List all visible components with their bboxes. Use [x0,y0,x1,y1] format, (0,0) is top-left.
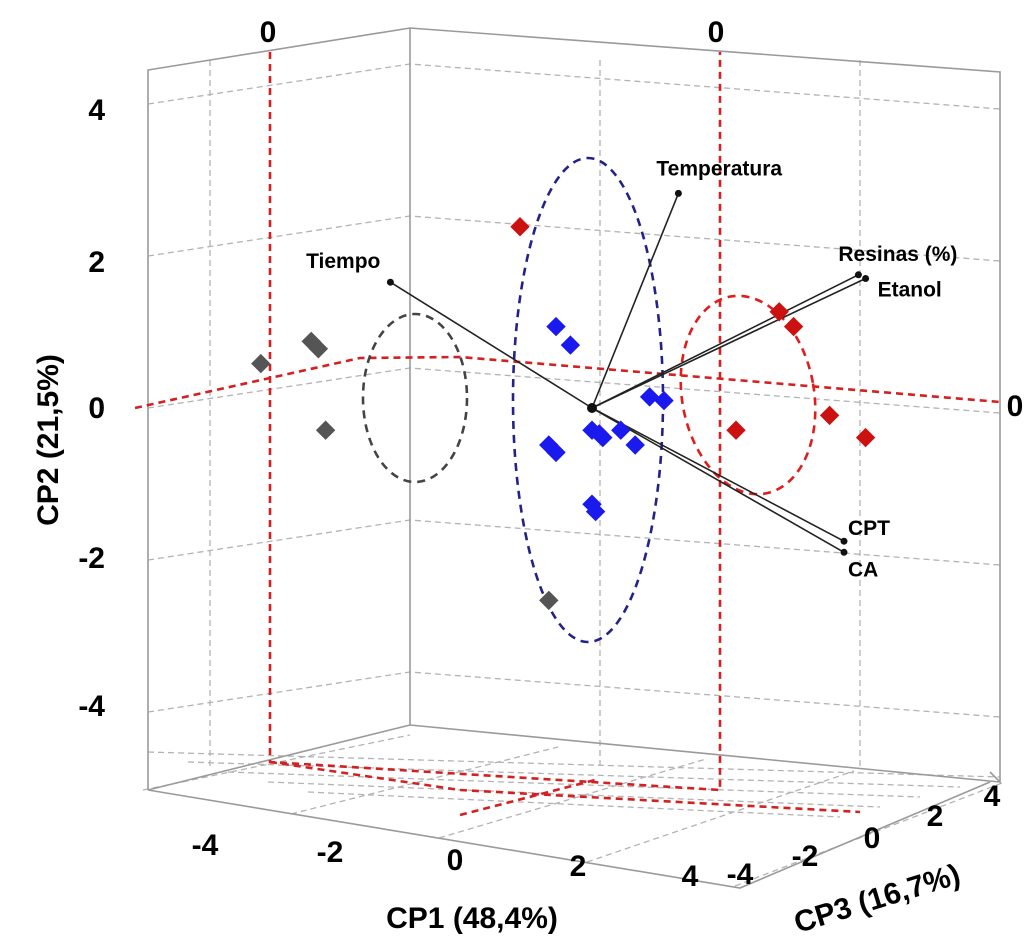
loading-vector-tip [674,189,682,197]
cluster-ellipse-gray [361,312,469,484]
loading-vector-label: Resinas (%) [838,243,957,266]
floor-grid-line-depth [147,751,1001,778]
y-axis-title: CP2 (21,5%) [32,354,65,526]
box-inner-edge-left [147,28,411,791]
score-point [546,316,566,337]
x-tick-label: 0 [447,844,464,877]
score-point [654,390,674,411]
loading-vector-line [591,193,680,409]
score-point [546,442,566,463]
cp2-zero-line [134,355,1001,410]
loading-vector-line [591,407,845,553]
score-point [539,590,559,611]
floor-grid-line-depth [187,761,961,788]
floor-grid-line [734,782,1003,887]
box-outline-back [147,27,1001,790]
floor-grid-line-depth [227,771,921,798]
zero-label-left: 0 [260,16,277,49]
score-point [769,302,789,322]
zero-label-top: 0 [708,16,725,49]
loading-vector-tip [840,548,848,556]
box-inner-edge-floor [409,724,1001,783]
grid-line-h [147,671,1001,718]
score-point [819,405,840,426]
z-tick-label: 0 [864,822,881,855]
score-point [855,427,876,448]
loading-vector-tip [862,275,870,282]
y-tick-label: -4 [78,690,105,723]
box-outline-floor [147,781,991,889]
score-point [251,353,271,374]
zero-lines [134,52,1001,817]
z-tick-label: -2 [792,840,819,873]
floor-grid-line [438,758,707,839]
loading-vector-label: Etanol [878,279,942,302]
loading-vector-tip [840,537,848,545]
score-point [315,420,336,440]
floor-grid-line-depth [267,781,881,808]
biplot-origin [587,403,597,413]
score-point [783,316,804,337]
zero-label-right: 0 [1007,390,1024,423]
y-tick-label: 2 [88,246,105,279]
z-tick-label: 4 [984,780,1001,813]
z-tick-label: -4 [727,858,754,891]
y-tick-label: 4 [88,94,105,127]
cluster-ellipse-red [679,294,817,496]
loading-vector-label: CA [848,558,878,581]
score-point [308,339,329,359]
score-point [510,216,530,237]
y-tick-label: 0 [88,392,105,425]
x-tick-label: 2 [570,850,587,883]
box-frame [147,27,1001,889]
loading-vector-line [389,281,593,409]
loading-vector-label: Temperatura [656,157,782,180]
loading-vector-tip [854,271,862,279]
x-tick-label: 4 [682,860,699,893]
loading-vector-line [591,274,859,409]
score-points [251,216,876,611]
z-tick-label: 2 [927,800,944,833]
cluster-ellipse-blue [511,156,665,644]
x-tick-label: -2 [317,836,344,869]
score-point [625,435,645,455]
score-point [593,427,613,448]
y-axis-ticks: 4 2 0 -2 -4 [78,94,105,723]
floor-grid-line [586,770,855,863]
loading-vector-label: Tiempo [306,250,380,273]
x-axis-title: CP1 (48,4%) [386,902,558,935]
cp1-zero-line [268,52,722,792]
y-tick-label: -2 [78,542,105,575]
loading-vector-label: CPT [848,517,890,540]
x-tick-label: -4 [192,829,219,862]
loading-vector-line [591,407,845,542]
loading-vectors: Temperatura Resinas (%) Etanol Tiempo CPT CA [306,157,957,581]
loading-vector-line [591,277,866,409]
cp3-zero-line-floor [269,760,861,814]
score-point [726,420,746,440]
score-point [585,501,606,522]
grid-line-h [147,63,1001,110]
floor-grid-line-depth [307,791,841,818]
score-point [560,335,581,355]
score-point [639,387,660,407]
loading-vector-tip [386,278,394,286]
x-axis-ticks: -4 -2 0 2 4 [192,829,699,893]
z-axis-ticks: -4 -2 0 2 4 [727,780,1001,891]
score-point [611,420,631,440]
floor-grid-line [290,746,559,815]
